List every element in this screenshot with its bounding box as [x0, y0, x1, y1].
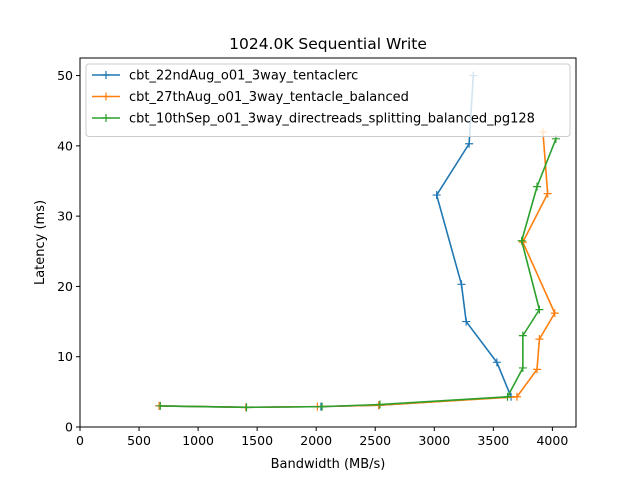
- legend-item: cbt_27thAug_o01_3way_tentacle_balanced: [92, 90, 409, 105]
- x-tick-label: 1500: [241, 433, 273, 448]
- data-point-marker: [457, 280, 466, 289]
- data-point-marker: [533, 365, 542, 374]
- legend-item: cbt_22ndAug_o01_3way_tentaclerc: [92, 69, 358, 84]
- y-tick-label: 10: [57, 349, 73, 364]
- x-axis-label: Bandwidth (MB/s): [271, 457, 386, 472]
- data-point-marker: [503, 392, 512, 401]
- chart-title: 1024.0K Sequential Write: [229, 35, 427, 53]
- data-point-marker: [242, 403, 251, 412]
- y-tick-label: 0: [65, 420, 73, 435]
- x-tick-label: 2500: [359, 433, 391, 448]
- data-point-marker: [432, 191, 441, 200]
- legend-marker: [102, 92, 110, 101]
- data-point-marker: [535, 305, 544, 314]
- axes-frame: [79, 57, 577, 428]
- data-point-marker: [492, 358, 501, 367]
- data-point-marker: [517, 236, 526, 245]
- legend-marker: [102, 114, 110, 122]
- y-axis-label: Latency (ms): [33, 200, 48, 285]
- x-tick-label: 1000: [182, 433, 214, 448]
- legend-label: cbt_10thSep_o01_3way_directreads_splitti…: [129, 112, 535, 127]
- x-tick-label: 4000: [536, 433, 568, 448]
- y-tick-label: 50: [57, 68, 73, 83]
- legend-box: [85, 63, 571, 137]
- data-point-marker: [375, 400, 384, 409]
- data-point-marker: [533, 182, 542, 191]
- legend-label: cbt_22ndAug_o01_3way_tentaclerc: [129, 69, 358, 84]
- data-point-marker: [512, 392, 521, 401]
- legend: cbt_22ndAug_o01_3way_tentaclerc cbt_27thA…: [85, 63, 571, 137]
- data-point-marker: [518, 363, 527, 372]
- data-point-marker: [156, 401, 165, 410]
- legend-marker: [102, 71, 110, 79]
- data-point-marker: [550, 309, 559, 318]
- series-2: [155, 127, 559, 412]
- x-tick-label: 2000: [300, 433, 332, 448]
- x-tick-label: 3500: [477, 433, 509, 448]
- data-point-marker: [462, 317, 471, 326]
- y-tick-label: 20: [57, 279, 73, 294]
- legend-item: cbt_10thSep_o01_3way_directreads_splitti…: [92, 112, 535, 127]
- y-axis: 0 10 20 30 40 50: [57, 68, 80, 435]
- y-tick-label: 40: [57, 138, 73, 153]
- x-axis: 0 500 1000 1500 2000 2500 3000 3500 4000: [76, 427, 568, 448]
- y-tick-label: 30: [57, 209, 73, 224]
- data-point-marker: [518, 331, 527, 340]
- series-line: [159, 131, 556, 409]
- x-tick-label: 3000: [418, 433, 450, 448]
- data-point-marker: [465, 139, 474, 148]
- legend-label: cbt_27thAug_o01_3way_tentacle_balanced: [129, 90, 409, 105]
- x-tick-label: 500: [127, 433, 151, 448]
- data-point-marker: [318, 402, 327, 411]
- data-point-marker: [543, 189, 552, 198]
- data-point-marker: [535, 335, 544, 344]
- series-line: [160, 138, 557, 409]
- x-tick-label: 0: [76, 433, 84, 448]
